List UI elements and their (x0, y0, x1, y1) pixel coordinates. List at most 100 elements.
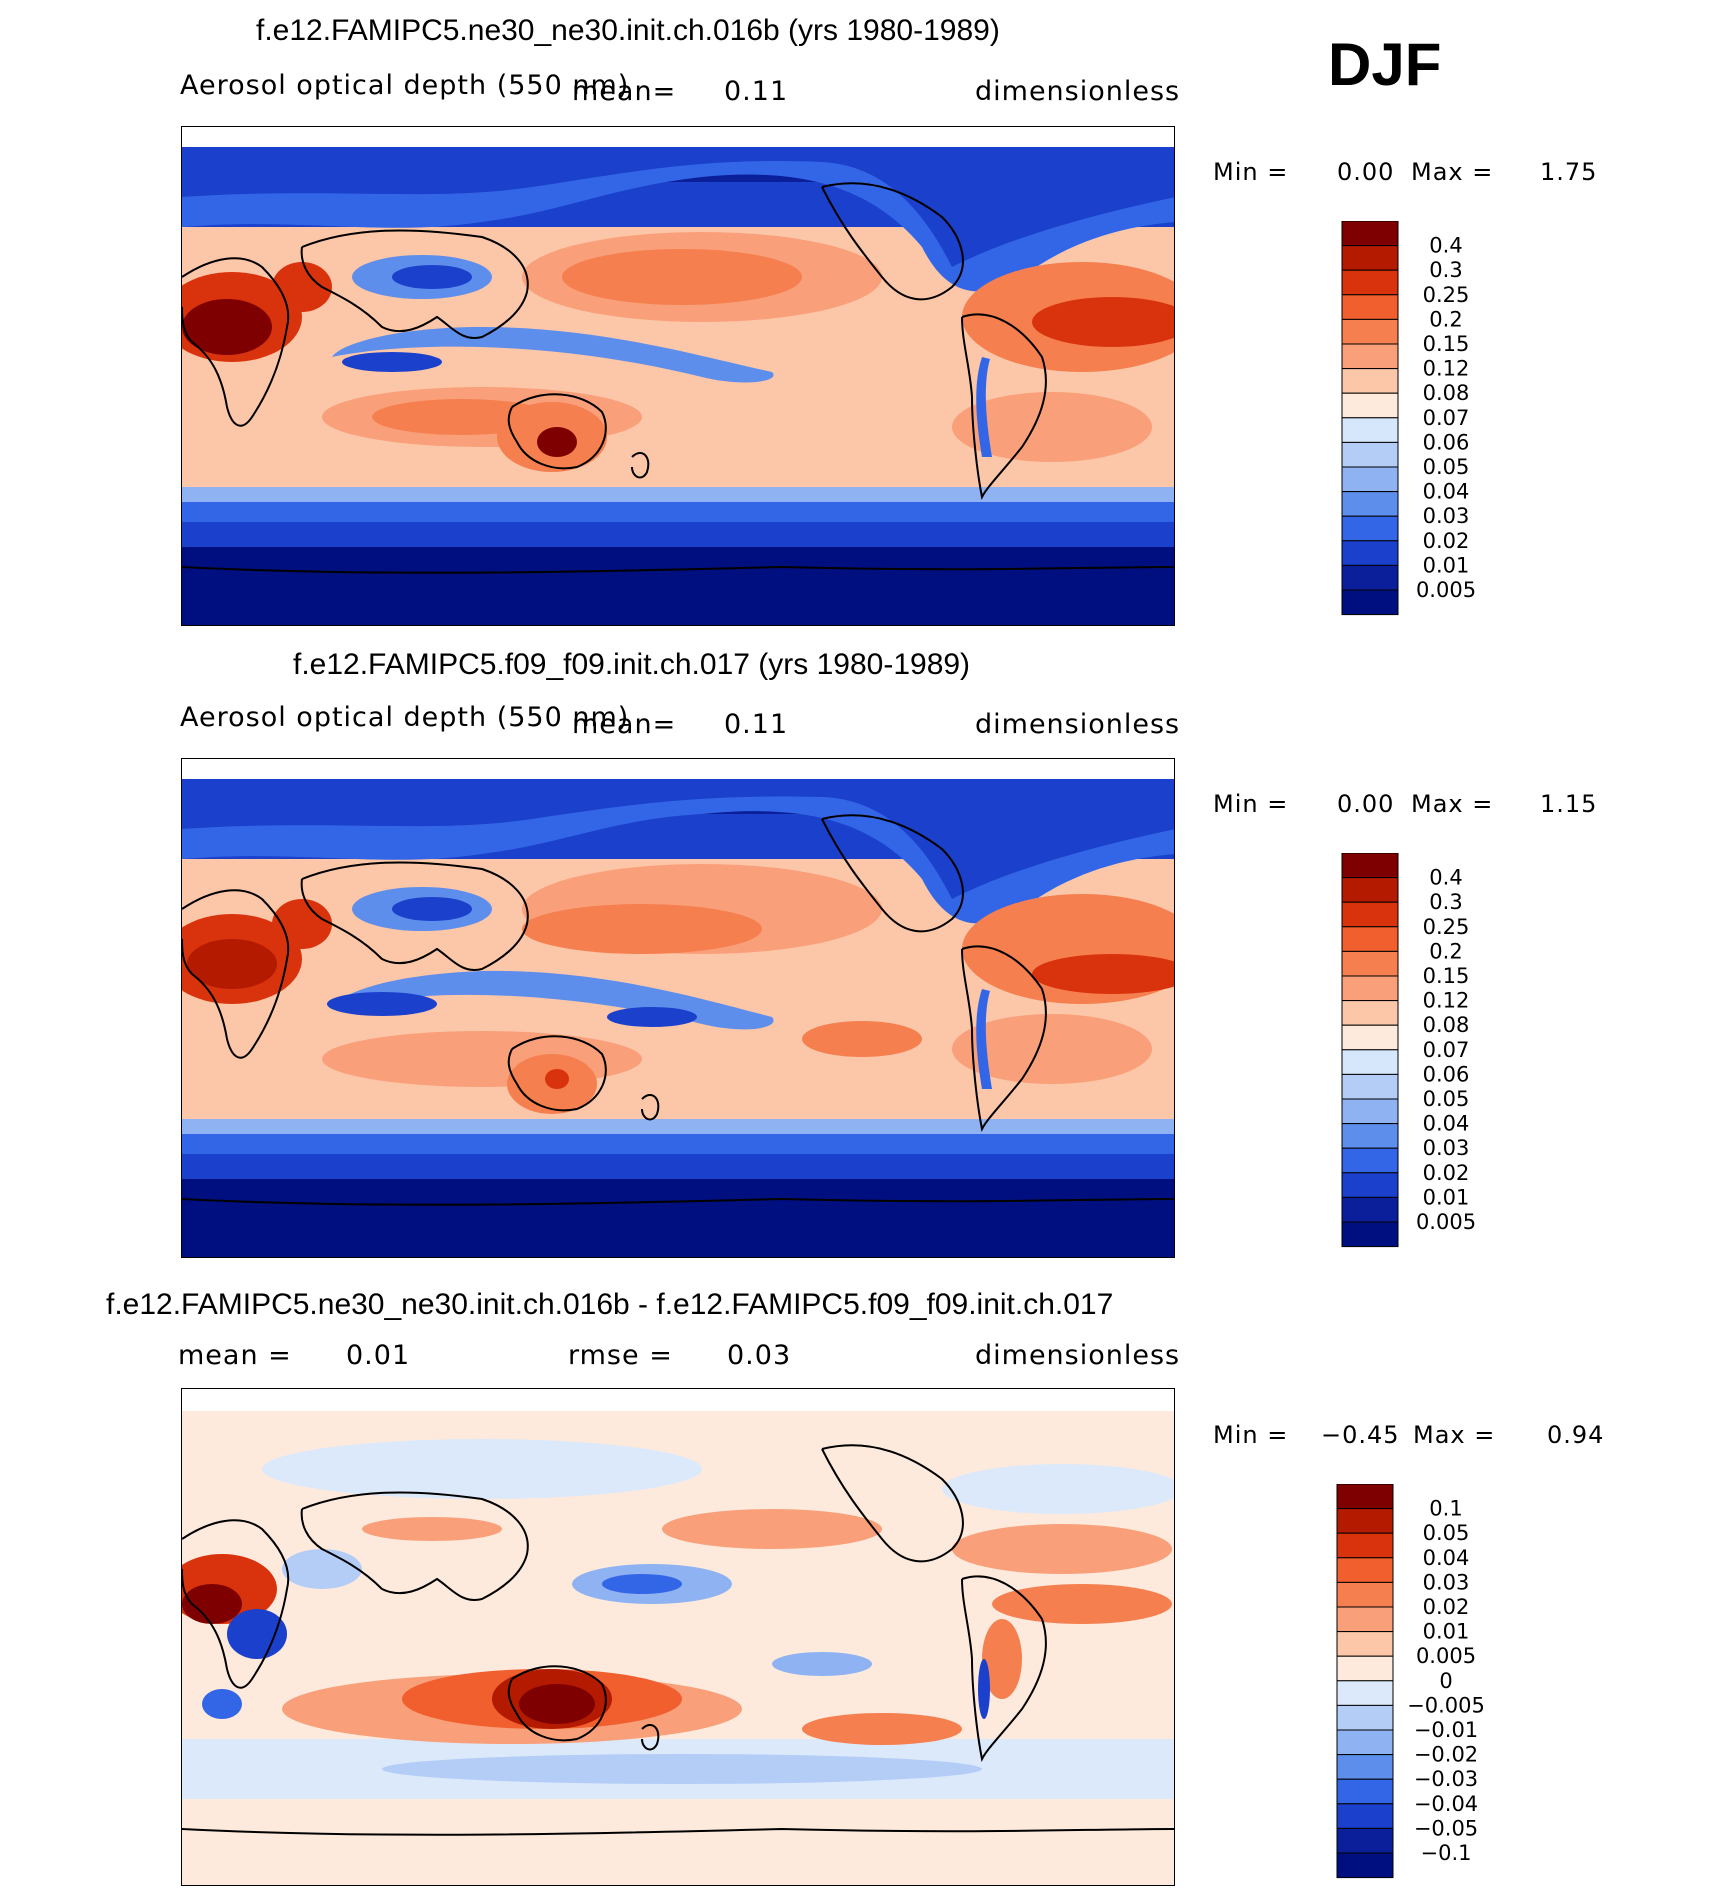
panel3-colorbar-swatch-10 (1336, 1729, 1394, 1756)
panel1-colorbar-swatch-11 (1341, 491, 1399, 517)
panel1-colorbar-label-7: 0.07 (1423, 406, 1470, 430)
panel2-colorbar-swatch-0 (1341, 852, 1399, 879)
panel1-colorbar: 0.4 0.3 0.25 0.2 0.15 0.12 0.08 0.07 0.06 0.05 0.0… (1341, 220, 1601, 625)
panel3-colorbar-swatch-5 (1336, 1606, 1394, 1633)
panel1-colorbar-swatch-0 (1341, 220, 1399, 247)
panel1-colorbar-label-13: 0.01 (1423, 553, 1470, 577)
panel1-title: f.e12.FAMIPC5.ne30_ne30.init.ch.016b (yr… (256, 14, 1000, 47)
panel1-colorbar-label-14: 0.005 (1416, 578, 1476, 602)
panel3-colorbar-swatch-3 (1336, 1557, 1394, 1583)
panel2-colorbar-label-13: 0.01 (1423, 1185, 1470, 1209)
panel2-variable-label: Aerosol optical depth (550 nm) (180, 702, 630, 733)
panel1-colorbar-swatch-3 (1341, 294, 1399, 320)
panel1-colorbar-label-1: 0.3 (1429, 258, 1462, 282)
panel2-colorbar-label-14: 0.005 (1416, 1210, 1476, 1234)
panel2-title: f.e12.FAMIPC5.f09_f09.init.ch.017 (yrs 1… (293, 648, 971, 681)
panel3-colorbar-swatch-7 (1336, 1655, 1394, 1682)
panel3-colorbar-label-3: 0.03 (1423, 1570, 1470, 1594)
panel1-map (181, 126, 1175, 626)
panel2-colorbar-swatch-14 (1341, 1196, 1399, 1223)
panel3-colorbar-label-6: 0.005 (1416, 1644, 1476, 1668)
panel3-units: dimensionless (975, 1340, 1181, 1371)
panel3-min-label: Min = (1213, 1421, 1289, 1449)
panel1-colorbar-label-11: 0.03 (1423, 504, 1470, 528)
panel3-colorbar-swatch-8 (1336, 1680, 1394, 1706)
panel3-colorbar-label-14: −0.1 (1421, 1841, 1472, 1865)
panel3-colorbar-label-10: −0.02 (1414, 1743, 1478, 1767)
panel3-map (181, 1388, 1175, 1886)
panel3-colorbar-swatch-13 (1336, 1803, 1394, 1829)
panel1-colorbar-swatch-14 (1341, 564, 1399, 591)
panel3-colorbar-swatch-15 (1336, 1852, 1394, 1879)
panel1-colorbar-label-4: 0.15 (1423, 332, 1470, 356)
panel1-colorbar-swatch-8 (1341, 417, 1399, 443)
panel2-colorbar-swatch-15 (1341, 1221, 1399, 1248)
panel2-mean-label: mean= (572, 709, 677, 740)
panel3-colorbar-swatch-1 (1336, 1508, 1394, 1534)
panel3-colorbar-swatch-2 (1336, 1532, 1394, 1559)
panel3-colorbar-swatch-11 (1336, 1754, 1394, 1780)
panel1-colorbar-label-0: 0.4 (1429, 234, 1462, 258)
panel3-colorbar-swatch-9 (1336, 1704, 1394, 1731)
panel2-colorbar-swatch-1 (1341, 877, 1399, 903)
panel1-colorbar-label-2: 0.25 (1423, 283, 1470, 307)
panel2-colorbar-label-4: 0.15 (1423, 964, 1470, 988)
panel1-colorbar-swatch-10 (1341, 466, 1399, 493)
panel2-colorbar-label-0: 0.4 (1429, 866, 1462, 890)
panel2-colorbar-label-6: 0.08 (1423, 1013, 1470, 1037)
panel3-colorbar-label-1: 0.05 (1423, 1521, 1470, 1545)
panel3-colorbar-label-4: 0.02 (1423, 1595, 1470, 1619)
panel2-units: dimensionless (975, 709, 1181, 740)
panel1-mean-label: mean= (572, 76, 677, 107)
panel3-max-value: 0.94 (1547, 1421, 1605, 1449)
panel1-max-label: Max = (1411, 158, 1494, 186)
panel1-min-value: 0.00 (1337, 158, 1395, 186)
panel2-min-value: 0.00 (1337, 790, 1395, 818)
panel2-colorbar-swatch-12 (1341, 1147, 1399, 1174)
panel3-title: f.e12.FAMIPC5.ne30_ne30.init.ch.016b - f… (106, 1288, 1114, 1321)
panel3-colorbar-swatch-14 (1336, 1827, 1394, 1854)
panel3-mean-label: mean = (178, 1340, 292, 1371)
panel1-colorbar-swatch-1 (1341, 245, 1399, 271)
panel3-rmse-label: rmse = (568, 1340, 673, 1371)
panel3-colorbar-swatch-4 (1336, 1581, 1394, 1608)
panel1-colorbar-label-10: 0.04 (1423, 480, 1470, 504)
panel1-colorbar-swatch-6 (1341, 368, 1399, 394)
panel2-colorbar-swatch-2 (1341, 901, 1399, 928)
panel2-colorbar-swatch-8 (1341, 1049, 1399, 1075)
panel1-variable-label: Aerosol optical depth (550 nm) (180, 70, 630, 101)
panel1-colorbar-label-5: 0.12 (1423, 357, 1470, 381)
panel3-mean-value: 0.01 (346, 1340, 411, 1371)
panel2-colorbar-swatch-6 (1341, 1000, 1399, 1026)
panel2-mean-value: 0.11 (724, 709, 789, 740)
panel2-colorbar-label-8: 0.06 (1423, 1062, 1470, 1086)
panel1-units: dimensionless (975, 76, 1181, 107)
panel2-colorbar-label-2: 0.25 (1423, 915, 1470, 939)
panel1-colorbar-label-6: 0.08 (1423, 381, 1470, 405)
season-label: DJF (1328, 31, 1442, 98)
panel1-max-value: 1.75 (1540, 158, 1598, 186)
panel1-colorbar-swatch-7 (1341, 392, 1399, 419)
panel1-colorbar-swatch-13 (1341, 540, 1399, 566)
panel3-colorbar-label-2: 0.04 (1423, 1546, 1470, 1570)
panel3-colorbar-swatch-0 (1336, 1483, 1394, 1510)
panel3-max-label: Max = (1413, 1421, 1496, 1449)
panel3-colorbar-label-13: −0.05 (1414, 1816, 1478, 1840)
panel3-colorbar-label-12: −0.04 (1414, 1792, 1478, 1816)
panel2-colorbar: 0.4 0.3 0.25 0.2 0.15 0.12 0.08 0.07 0.06 0.05 0.0… (1341, 852, 1601, 1257)
panel1-colorbar-swatch-15 (1341, 589, 1399, 616)
panel2-colorbar-swatch-7 (1341, 1024, 1399, 1051)
panel3-colorbar-label-11: −0.03 (1414, 1767, 1478, 1791)
panel1-colorbar-swatch-5 (1341, 343, 1399, 370)
panel1-colorbar-swatch-4 (1341, 318, 1399, 345)
panel3-colorbar-label-7: 0 (1439, 1669, 1452, 1693)
panel1-colorbar-label-9: 0.05 (1423, 455, 1470, 479)
panel2-colorbar-label-12: 0.02 (1423, 1161, 1470, 1185)
panel3-colorbar: 0.1 0.05 0.04 0.03 0.02 0.01 0.005 0 −0.005 −0.01… (1336, 1483, 1596, 1888)
panel1-colorbar-label-12: 0.02 (1423, 529, 1470, 553)
panel3-colorbar-label-0: 0.1 (1429, 1497, 1462, 1521)
panel2-colorbar-label-9: 0.05 (1423, 1087, 1470, 1111)
panel1-colorbar-swatch-2 (1341, 269, 1399, 296)
panel2-colorbar-swatch-4 (1341, 950, 1399, 977)
panel2-max-label: Max = (1411, 790, 1494, 818)
